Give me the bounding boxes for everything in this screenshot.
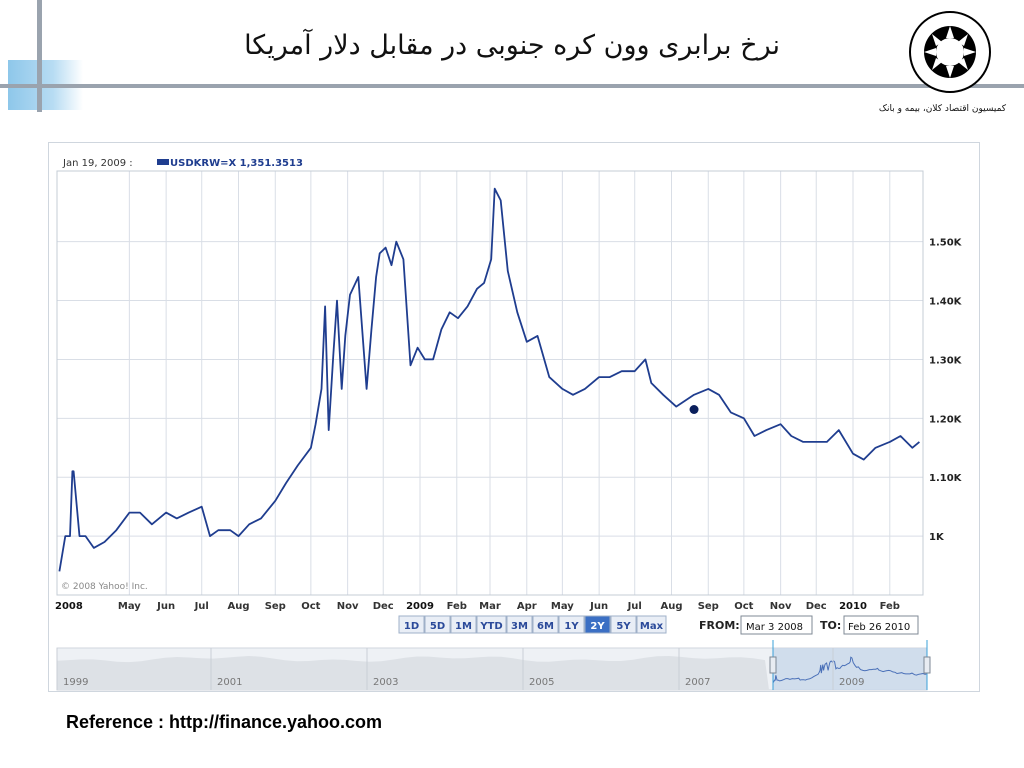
- x-tick-label: Jun: [156, 601, 175, 612]
- reference-text: Reference : http://finance.yahoo.com: [66, 712, 383, 732]
- range-button-label[interactable]: 6M: [537, 621, 554, 632]
- navigator-year-label: 2001: [217, 677, 242, 688]
- y-tick-label: 1K: [929, 532, 945, 543]
- range-button-label[interactable]: Max: [640, 621, 664, 632]
- range-button-label[interactable]: 5Y: [616, 621, 631, 632]
- x-tick-label: Jul: [194, 601, 209, 612]
- x-tick-label: Mar: [479, 601, 501, 612]
- range-button-label[interactable]: 1Y: [564, 621, 579, 632]
- header-date: Jan 19, 2009 :: [62, 158, 133, 169]
- to-date-value[interactable]: Feb 26 2010: [848, 622, 910, 633]
- navigator-year-label: 2007: [685, 677, 710, 688]
- x-tick-label: May: [551, 601, 574, 612]
- range-button-5y[interactable]: [610, 615, 637, 634]
- navigator-year-label: 2005: [529, 677, 554, 688]
- slide-title: نرخ برابری وون کره جنوبی در مقابل دلار آ…: [244, 30, 780, 61]
- x-tick-label: Jul: [627, 601, 642, 612]
- x-tick-label: 2008: [55, 601, 83, 612]
- x-tick-label: Dec: [806, 601, 827, 612]
- range-button-max[interactable]: [636, 615, 667, 634]
- x-tick-label: Nov: [770, 601, 792, 612]
- y-tick-label: 1.30K: [929, 355, 963, 366]
- y-tick-label: 1.50K: [929, 238, 963, 249]
- x-tick-label: Feb: [880, 601, 900, 612]
- range-button-6m[interactable]: [532, 615, 559, 634]
- range-button-2y[interactable]: [584, 615, 611, 634]
- logo-caption: کمیسیون اقتصاد کلان، بیمه و بانک: [878, 104, 1007, 114]
- navigator-history-area: [57, 656, 769, 690]
- y-tick-label: 1.20K: [929, 414, 963, 425]
- copyright-text: © 2008 Yahoo! Inc.: [61, 582, 148, 592]
- hover-marker-point: [689, 405, 699, 414]
- range-button-1m[interactable]: [450, 615, 477, 634]
- x-tick-label: Aug: [227, 601, 249, 612]
- navigator-year-label: 2009: [839, 677, 864, 688]
- navigator-year-label: 2003: [373, 677, 398, 688]
- navigator-year-label: 1999: [63, 677, 88, 688]
- x-tick-label: 2010: [839, 601, 867, 612]
- navigator-left-handle[interactable]: [769, 656, 777, 674]
- legend-entry: USDKRW=X 1,351.3513: [170, 158, 303, 169]
- usdkrw-chart: 1K 1.10K 1.20K 1.30K 1.40K 1.50K Jan 19, 2009 …: [55, 158, 963, 691]
- series-line-usdkrw: [58, 187, 920, 572]
- x-tick-label: Oct: [301, 601, 320, 612]
- from-date-value[interactable]: Mar 3 2008: [746, 622, 803, 633]
- to-label: TO:: [820, 619, 841, 632]
- x-tick-label: Oct: [734, 601, 753, 612]
- x-tick-label: Jun: [589, 601, 608, 612]
- range-button-1d[interactable]: [398, 615, 425, 634]
- x-tick-label: 2009: [406, 601, 434, 612]
- navigator-selected-range[interactable]: [773, 648, 927, 690]
- to-date-input[interactable]: [843, 615, 919, 635]
- x-tick-label: May: [118, 601, 141, 612]
- x-tick-label: Dec: [373, 601, 394, 612]
- x-tick-label: Sep: [698, 601, 719, 612]
- x-tick-label: Apr: [517, 601, 537, 612]
- decorative-vertical-line: [37, 0, 42, 112]
- chart-panel: 1K 1.10K 1.20K 1.30K 1.40K 1.50K Jan 19, 2009 …: [48, 142, 980, 692]
- legend-swatch: [157, 159, 169, 165]
- plot-area: [56, 170, 924, 596]
- navigator-right-handle[interactable]: [923, 656, 931, 674]
- from-label: FROM:: [699, 619, 740, 632]
- range-button-label[interactable]: YTD: [479, 621, 502, 632]
- range-button-5d[interactable]: [424, 615, 451, 634]
- y-tick-label: 1.40K: [929, 297, 963, 308]
- range-button-label[interactable]: 2Y: [590, 621, 605, 632]
- x-tick-label: Feb: [447, 601, 467, 612]
- range-button-label[interactable]: 3M: [511, 621, 528, 632]
- x-tick-label: Sep: [265, 601, 286, 612]
- from-date-input[interactable]: [740, 615, 813, 635]
- x-tick-label: Nov: [337, 601, 359, 612]
- y-tick-label: 1.10K: [929, 473, 963, 484]
- range-button-ytd[interactable]: [476, 615, 507, 634]
- range-button-label[interactable]: 5D: [430, 621, 445, 632]
- chamber-logo-icon: [909, 11, 991, 93]
- range-button-3m[interactable]: [506, 615, 533, 634]
- range-button-label[interactable]: 1M: [455, 621, 472, 632]
- range-button-label[interactable]: 1D: [404, 621, 419, 632]
- range-button-1y[interactable]: [558, 615, 585, 634]
- navigator-mini-line: [772, 656, 927, 683]
- x-tick-label: Aug: [660, 601, 682, 612]
- decorative-horizontal-line: [0, 84, 1024, 88]
